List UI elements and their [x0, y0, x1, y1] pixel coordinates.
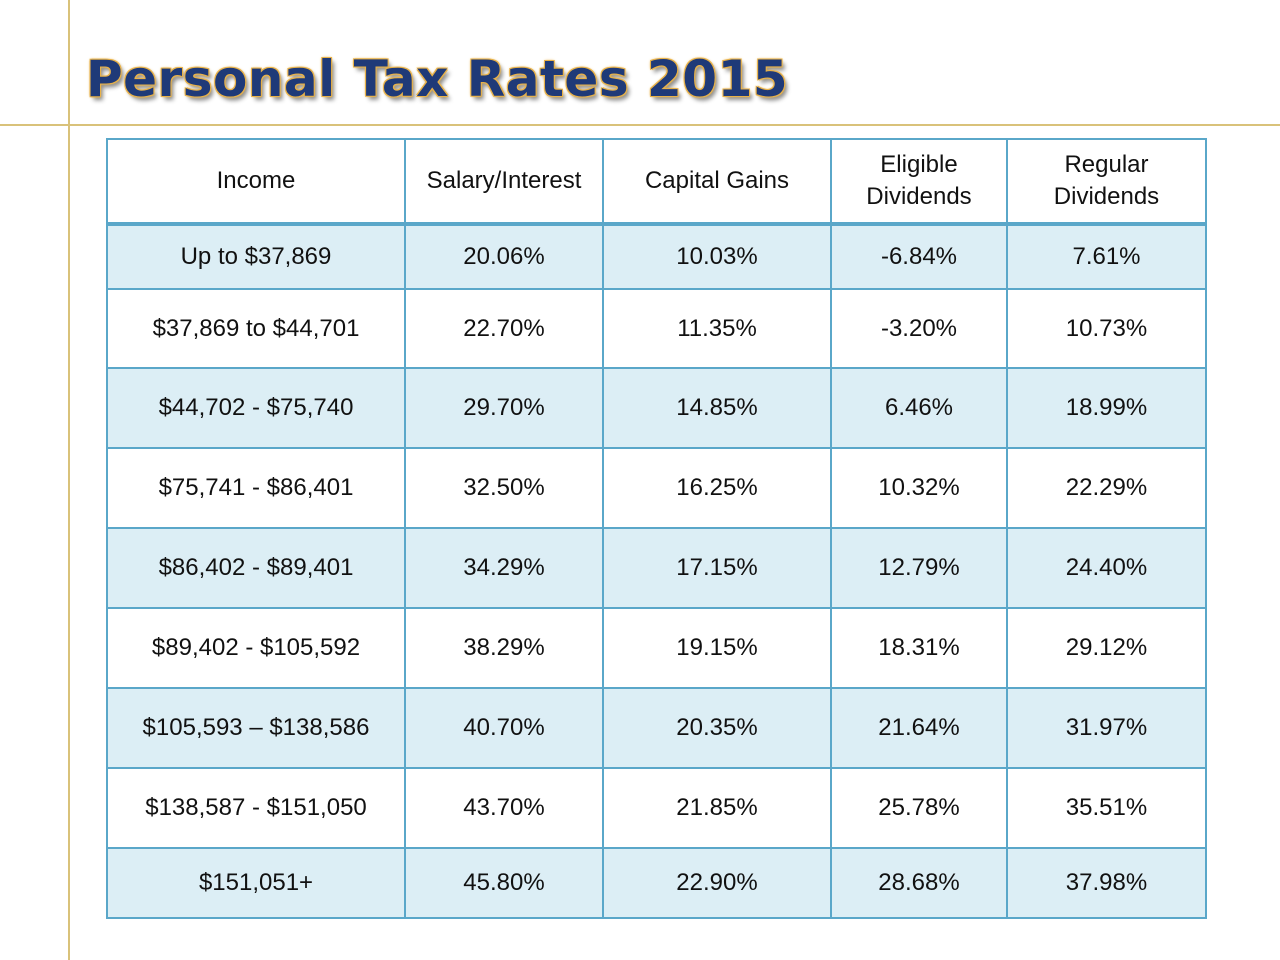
salary-cell: 45.80% — [404, 847, 604, 919]
income-cell: Up to $37,869 — [106, 223, 406, 290]
regular-dividends-cell: 31.97% — [1006, 687, 1207, 769]
table-row: $151,051+ 45.80% 22.90% 28.68% 37.98% — [106, 847, 1207, 919]
header-regular-line1: Regular — [1064, 151, 1149, 178]
eligible-dividends-cell: 10.32% — [830, 447, 1008, 529]
income-cell: $75,741 - $86,401 — [106, 447, 406, 529]
table-row: $37,869 to $44,701 22.70% 11.35% -3.20% … — [106, 288, 1207, 369]
capital-gains-cell: 22.90% — [602, 847, 832, 919]
header-eligible-line1: Eligible — [880, 151, 958, 178]
table-row: $86,402 - $89,401 34.29% 17.15% 12.79% 2… — [106, 527, 1207, 609]
income-cell: $86,402 - $89,401 — [106, 527, 406, 609]
income-cell: $44,702 - $75,740 — [106, 367, 406, 449]
header-eligible-line2: Dividends — [866, 183, 972, 210]
regular-dividends-cell: 22.29% — [1006, 447, 1207, 529]
regular-dividends-cell: 24.40% — [1006, 527, 1207, 609]
table-row: Up to $37,869 20.06% 10.03% -6.84% 7.61% — [106, 223, 1207, 290]
capital-gains-cell: 21.85% — [602, 767, 832, 849]
salary-cell: 38.29% — [404, 607, 604, 689]
regular-dividends-cell: 37.98% — [1006, 847, 1207, 919]
eligible-dividends-cell: 18.31% — [830, 607, 1008, 689]
salary-cell: 20.06% — [404, 223, 604, 290]
capital-gains-cell: 19.15% — [602, 607, 832, 689]
table-row: $89,402 - $105,592 38.29% 19.15% 18.31% … — [106, 607, 1207, 689]
table-row: $105,593 – $138,586 40.70% 20.35% 21.64%… — [106, 687, 1207, 769]
income-cell: $138,587 - $151,050 — [106, 767, 406, 849]
eligible-dividends-cell: -3.20% — [830, 288, 1008, 369]
table-row: $75,741 - $86,401 32.50% 16.25% 10.32% 2… — [106, 447, 1207, 529]
regular-dividends-cell: 35.51% — [1006, 767, 1207, 849]
header-eligible-dividends: Eligible Dividends — [830, 138, 1008, 226]
regular-dividends-cell: 29.12% — [1006, 607, 1207, 689]
salary-cell: 32.50% — [404, 447, 604, 529]
capital-gains-cell: 10.03% — [602, 223, 832, 290]
header-capital-gains: Capital Gains — [602, 138, 832, 226]
regular-dividends-cell: 10.73% — [1006, 288, 1207, 369]
salary-cell: 40.70% — [404, 687, 604, 769]
salary-cell: 22.70% — [404, 288, 604, 369]
table-row: $138,587 - $151,050 43.70% 21.85% 25.78%… — [106, 767, 1207, 849]
header-income: Income — [106, 138, 406, 226]
income-cell: $151,051+ — [106, 847, 406, 919]
eligible-dividends-cell: 28.68% — [830, 847, 1008, 919]
eligible-dividends-cell: 6.46% — [830, 367, 1008, 449]
tax-rates-table: Income Salary/Interest Capital Gains Eli… — [106, 138, 1207, 919]
capital-gains-cell: 20.35% — [602, 687, 832, 769]
header-salary-interest: Salary/Interest — [404, 138, 604, 226]
table-row: $44,702 - $75,740 29.70% 14.85% 6.46% 18… — [106, 367, 1207, 449]
salary-cell: 29.70% — [404, 367, 604, 449]
eligible-dividends-cell: -6.84% — [830, 223, 1008, 290]
eligible-dividends-cell: 25.78% — [830, 767, 1008, 849]
income-cell: $105,593 – $138,586 — [106, 687, 406, 769]
eligible-dividends-cell: 21.64% — [830, 687, 1008, 769]
income-cell: $89,402 - $105,592 — [106, 607, 406, 689]
income-cell: $37,869 to $44,701 — [106, 288, 406, 369]
header-regular-dividends: Regular Dividends — [1006, 138, 1207, 226]
salary-cell: 34.29% — [404, 527, 604, 609]
page-title: Personal Tax Rates 2015 — [86, 50, 789, 108]
regular-dividends-cell: 7.61% — [1006, 223, 1207, 290]
capital-gains-cell: 16.25% — [602, 447, 832, 529]
salary-cell: 43.70% — [404, 767, 604, 849]
eligible-dividends-cell: 12.79% — [830, 527, 1008, 609]
header-regular-line2: Dividends — [1053, 183, 1160, 210]
capital-gains-cell: 11.35% — [602, 288, 832, 369]
horizontal-guide-line — [0, 124, 1280, 126]
capital-gains-cell: 14.85% — [602, 367, 832, 449]
table-header-row: Income Salary/Interest Capital Gains Eli… — [106, 138, 1207, 226]
regular-dividends-cell: 18.99% — [1006, 367, 1207, 449]
capital-gains-cell: 17.15% — [602, 527, 832, 609]
vertical-guide-line — [68, 0, 70, 960]
